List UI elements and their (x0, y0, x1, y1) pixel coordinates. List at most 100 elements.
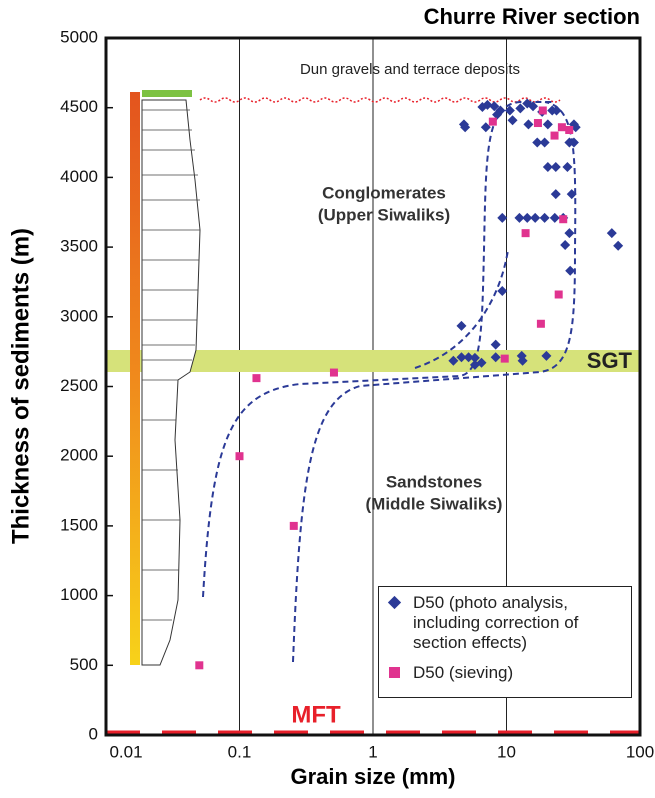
column-beds (142, 109, 200, 621)
point (504, 105, 515, 116)
unconformity (199, 97, 561, 103)
point (550, 161, 561, 172)
point (448, 355, 459, 366)
point (550, 131, 559, 140)
point (523, 119, 534, 130)
y-tick-label: 2000 (60, 446, 98, 465)
annotation: MFT (291, 701, 341, 728)
point (329, 368, 338, 377)
point (497, 212, 508, 223)
point (536, 319, 545, 328)
y-tick-label: 0 (89, 724, 98, 743)
point (515, 103, 526, 114)
terrace-layer (142, 90, 192, 97)
y-tick-label: 3500 (60, 237, 98, 256)
y-tick-label: 1500 (60, 515, 98, 534)
x-tick-label: 1 (368, 742, 377, 761)
point (514, 212, 525, 223)
point (557, 123, 566, 132)
x-tick-label: 10 (497, 742, 516, 761)
x-tick-label: 100 (626, 742, 654, 761)
x-tick-label: 0.01 (109, 742, 142, 761)
annotation: SGT (587, 348, 633, 373)
point (565, 126, 574, 135)
point (533, 119, 542, 128)
column-lithology (141, 99, 201, 666)
point (570, 122, 581, 133)
legend-symbol (387, 595, 402, 610)
point (542, 161, 553, 172)
point (606, 228, 617, 239)
trend-curve (414, 249, 509, 369)
point (559, 215, 568, 224)
point (507, 115, 518, 126)
column-color (130, 92, 140, 665)
point (456, 320, 467, 331)
point (482, 99, 493, 110)
y-axis-label: Thickness of sediments (m) (7, 228, 34, 544)
trend-curve (202, 101, 555, 598)
legend-label: D50 (photo analysis, including correctio… (413, 593, 579, 652)
point (521, 229, 530, 238)
point (469, 352, 480, 363)
point (480, 122, 491, 133)
legend-entry: D50 (sieving) (389, 663, 625, 683)
point (566, 189, 577, 200)
point (565, 265, 576, 276)
point (564, 137, 575, 148)
y-tick-label: 4000 (60, 167, 98, 186)
point (500, 354, 509, 363)
point (551, 105, 562, 116)
point (532, 137, 543, 148)
point (554, 290, 563, 299)
point (539, 212, 550, 223)
annotation: Conglomerates (322, 183, 446, 202)
point (550, 189, 561, 200)
y-tick-label: 2500 (60, 376, 98, 395)
point (497, 286, 508, 297)
point (613, 240, 624, 251)
point (541, 350, 552, 361)
point (530, 212, 541, 223)
point (289, 521, 298, 530)
point (195, 661, 204, 670)
point (562, 161, 573, 172)
point (460, 122, 471, 133)
point (564, 228, 575, 239)
annotation: (Upper Siwaliks) (318, 205, 450, 224)
legend-label: D50 (sieving) (413, 663, 514, 682)
point (542, 119, 553, 130)
y-tick-label: 1000 (60, 585, 98, 604)
point (235, 452, 244, 461)
legend: D50 (photo analysis, including correctio… (378, 586, 632, 698)
x-tick-label: 0.1 (228, 742, 252, 761)
point (489, 101, 500, 112)
point (456, 352, 467, 363)
legend-symbol (389, 667, 400, 678)
y-tick-label: 5000 (60, 27, 98, 46)
point (522, 212, 533, 223)
point (560, 240, 571, 251)
y-tick-label: 4500 (60, 97, 98, 116)
x-axis-label: Grain size (mm) (290, 764, 455, 789)
point (549, 212, 560, 223)
point (538, 106, 547, 115)
point (469, 359, 480, 370)
annotation: (Middle Siwaliks) (366, 494, 503, 513)
annotation: Sandstones (386, 472, 482, 491)
annotation: Dun gravels and terrace deposits (300, 61, 520, 78)
point (490, 339, 501, 350)
point (539, 137, 550, 148)
y-tick-label: 3000 (60, 306, 98, 325)
point (490, 352, 501, 363)
point (252, 374, 261, 383)
trend-curve (292, 101, 577, 663)
chart-title: Churre River section (424, 4, 640, 29)
point (463, 352, 474, 363)
point (516, 350, 527, 361)
point (488, 117, 497, 126)
legend-entry: D50 (photo analysis, including correctio… (387, 593, 625, 653)
point (492, 109, 503, 120)
